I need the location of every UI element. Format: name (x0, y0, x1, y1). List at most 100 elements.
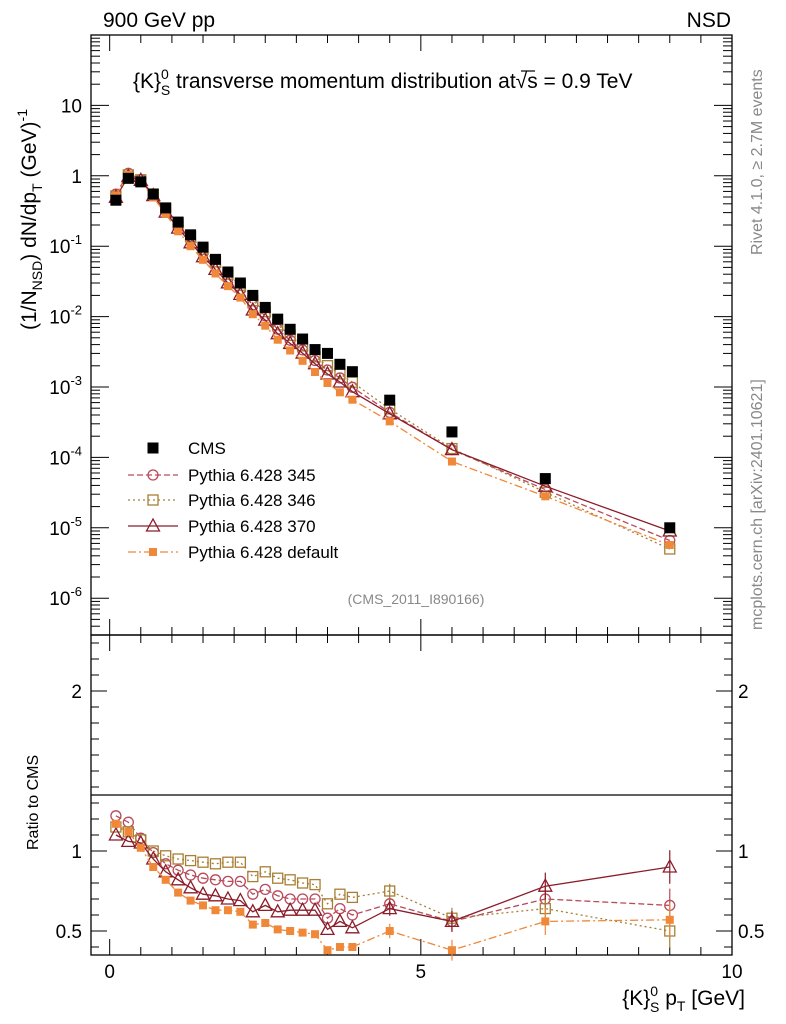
series-point (665, 540, 674, 549)
series-point (323, 378, 332, 387)
header-left: 900 GeV pp (103, 9, 215, 32)
cms-data-point (185, 229, 197, 241)
series-point (211, 269, 220, 278)
legend-entry: Pythia 6.428 345 (128, 466, 316, 485)
ratio-point (444, 913, 460, 928)
ratio-point (108, 826, 124, 841)
ratio-tick-label-left: 0.5 (56, 922, 82, 943)
x-tick-label: 10 (721, 962, 742, 983)
title-sub: S (161, 82, 170, 98)
cms-data-point (321, 347, 333, 359)
ratio-point (147, 845, 159, 857)
y-tick-label: 10-3 (49, 373, 82, 399)
ratio-point (332, 913, 348, 928)
analysis-id: (CMS_2011_I890166) (348, 591, 485, 607)
cms-data-point (222, 266, 234, 278)
ratio-point (207, 887, 224, 902)
ratio-point (261, 919, 270, 927)
cms-data-point (384, 394, 396, 406)
cms-data-point (147, 188, 159, 200)
series-layer (108, 167, 678, 961)
ratio-point (282, 901, 298, 916)
ratio-point (259, 883, 271, 896)
ratio-point (344, 919, 360, 934)
cms-data-point (122, 172, 134, 184)
ratio-point (111, 819, 120, 828)
series-point (161, 209, 170, 218)
y-axis-label: (1/NNSD) dN/dpT (GeV)-1 (14, 109, 45, 330)
legend-marker (149, 548, 157, 556)
series-point (444, 441, 460, 456)
ratio-point (541, 917, 550, 926)
ratio-point (334, 902, 346, 915)
ratio-point (348, 943, 357, 951)
ratio-point (272, 890, 284, 902)
y-tick-label: 10-6 (49, 584, 82, 610)
ratio-point (184, 854, 197, 867)
ratio-point (247, 870, 259, 883)
ratio-tick-label-right: 0.5 (738, 922, 764, 943)
cms-data-point (284, 323, 296, 335)
series-point (335, 388, 344, 397)
ratio-point (447, 946, 456, 955)
x-tick-label: 0 (104, 962, 115, 983)
series-point (537, 477, 553, 492)
ratio-point (232, 892, 248, 907)
series-point (248, 310, 257, 319)
cms-data-point (297, 333, 309, 345)
legend-entry: Pythia 6.428 370 (128, 517, 316, 536)
ratio-point (186, 896, 195, 905)
ratio-point (195, 885, 211, 900)
cms-data-point (135, 176, 147, 188)
ratio-point (311, 930, 320, 939)
ratio-point (270, 903, 286, 918)
ratio-point (182, 879, 199, 894)
cms-data-point (446, 426, 458, 438)
title-sqrt: √s (516, 70, 538, 93)
ratio-point (295, 901, 311, 916)
legend-label: Pythia 6.428 370 (188, 517, 316, 536)
series-point (273, 335, 282, 344)
legend-cms-marker (147, 442, 159, 454)
ratio-point (665, 915, 674, 924)
ratio-point (174, 888, 183, 897)
x-axis-label: {K}0 S pT [GeV] (622, 983, 745, 1015)
ratio-point (248, 920, 257, 929)
cms-data-point (334, 358, 346, 370)
ratio-point (298, 928, 307, 937)
legend-entry: Pythia 6.428 346 (128, 491, 316, 510)
header-right: NSD (687, 9, 731, 32)
ratio-point (272, 872, 284, 884)
ratio-tick-label-right: 2 (738, 682, 749, 703)
y-tick-label: 1 (71, 167, 82, 188)
ratio-point (149, 863, 158, 871)
cms-data-point (197, 241, 209, 253)
cms-data-point (259, 301, 271, 313)
ratio-point (170, 871, 186, 886)
ratio-point (234, 875, 247, 888)
x-tick-labels: 0 5 10 (104, 962, 742, 983)
ratio-point (124, 827, 133, 836)
ratio-point (323, 946, 332, 955)
ratio-point (197, 856, 209, 868)
x-tick-label: 5 (416, 962, 427, 983)
y-tick-label: 10 (61, 96, 82, 117)
title-value: = 0.9 TeV (538, 70, 633, 93)
ratio-line (115, 823, 670, 951)
ratio-point (309, 878, 321, 891)
ratio-point (160, 858, 172, 870)
y-tick-label: 10-5 (49, 514, 82, 540)
y-axis-label-text: (1/NNSD) dN/dpT (GeV)-1 (14, 109, 45, 330)
title-prefix: {K} (133, 70, 161, 93)
series-point (261, 321, 270, 330)
series-point (311, 368, 320, 377)
ratio-point (307, 901, 323, 916)
series-point (541, 492, 550, 501)
cms-data-point (309, 344, 321, 356)
ratio-point (382, 900, 398, 915)
ratio-point (172, 853, 184, 865)
ratio-point (273, 925, 282, 934)
ratio-line (115, 834, 670, 931)
side-site-label: mcplots.cern.ch [arXiv:2401.10621] (749, 379, 766, 630)
